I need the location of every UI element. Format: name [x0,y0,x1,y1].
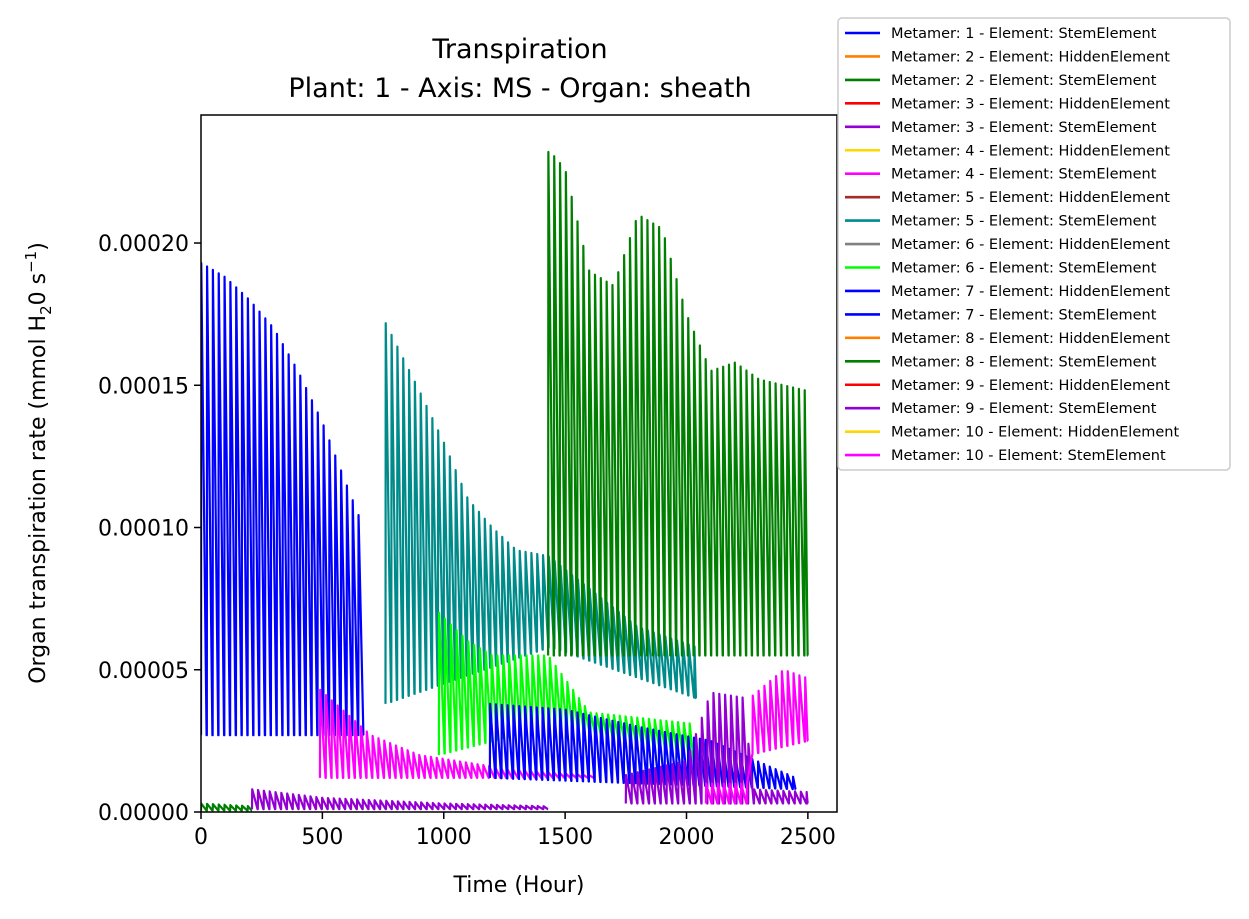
legend-label: Metamer: 5 - Element: StemElement [891,214,1157,230]
x-axis-title: Time (Hour) [453,873,585,898]
y-axis-title-suffix: ) [26,242,51,251]
x-tick-label: 2500 [780,825,836,850]
legend-label: Metamer: 8 - Element: HiddenElement [891,331,1170,347]
y-tick-label: 0.00000 [98,801,189,826]
x-tick-label: 0 [194,825,208,850]
y-axis-title-subscript: 2 [37,305,55,315]
legend-frame [837,17,1231,471]
y-tick-label: 0.00015 [98,374,189,399]
x-tick-label: 2000 [658,825,714,850]
legend-label: Metamer: 3 - Element: HiddenElement [891,96,1170,112]
y-axis: 0.00000 0.00005 0.00010 0.00015 0.00020 [98,232,201,826]
x-tick-label: 1500 [537,825,593,850]
legend-label: Metamer: 5 - Element: HiddenElement [891,190,1170,206]
series-line [704,670,809,805]
y-tick-label: 0.00005 [98,659,189,684]
legend-label: Metamer: 1 - Element: StemElement [891,26,1157,42]
y-axis-title-prefix: Organ transpiration rate (mmol H [26,315,51,684]
x-tick-label: 500 [301,825,343,850]
legend-label: Metamer: 7 - Element: StemElement [891,307,1157,323]
legend-label: Metamer: 2 - Element: HiddenElement [891,49,1170,65]
series-line [201,261,365,737]
legend-label: Metamer: 6 - Element: StemElement [891,261,1157,277]
legend-label: Metamer: 4 - Element: HiddenElement [891,143,1170,159]
legend-label: Metamer: 10 - Element: HiddenElement [891,425,1179,441]
legend-label: Metamer: 7 - Element: HiddenElement [891,284,1170,300]
series-line [547,150,809,657]
plot-frame [200,114,838,813]
legend-label: Metamer: 6 - Element: HiddenElement [891,237,1170,253]
series-layer [201,150,809,812]
legend-label: Metamer: 2 - Element: StemElement [891,73,1157,89]
legend: Metamer: 1 - Element: StemElement Metamer… [837,17,1231,471]
y-axis-title-superscript: −1 [22,251,40,273]
y-axis-title-mid: 0 s [26,273,51,305]
legend-label: Metamer: 9 - Element: StemElement [891,401,1157,417]
legend-label: Metamer: 9 - Element: HiddenElement [891,378,1170,394]
x-tick-label: 1000 [416,825,472,850]
legend-label: Metamer: 10 - Element: StemElement [891,448,1166,464]
y-tick-label: 0.00020 [98,232,189,257]
legend-label: Metamer: 8 - Element: StemElement [891,354,1157,370]
series-line [250,788,549,811]
series-line [624,691,809,805]
x-axis: 0 500 1000 1500 2000 2500 [194,812,836,850]
legend-label: Metamer: 3 - Element: StemElement [891,120,1157,136]
y-tick-label: 0.00010 [98,517,189,542]
legend-items: Metamer: 1 - Element: StemElement Metamer… [845,26,1179,464]
chart-subtitle: Plant: 1 - Axis: MS - Organ: sheath [288,73,751,104]
series-line [201,802,253,812]
chart-title: Transpiration [431,34,607,65]
legend-label: Metamer: 4 - Element: StemElement [891,167,1157,183]
y-axis-title: Organ transpiration rate (mmol H20 s−1) [22,242,55,684]
